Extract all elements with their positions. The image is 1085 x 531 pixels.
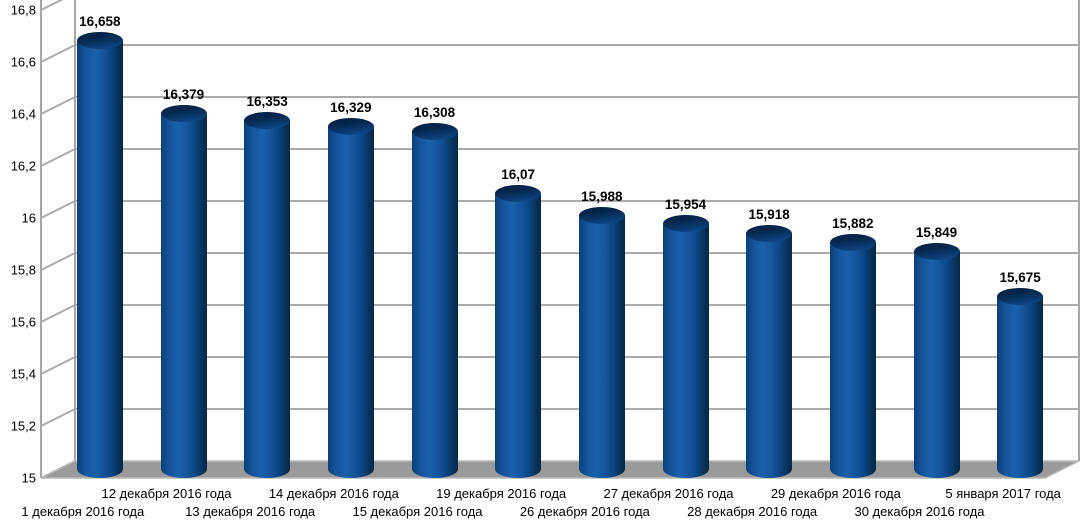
wall-gridline-y <box>40 304 76 323</box>
bar-cylinder-top <box>662 215 709 233</box>
bar-cylinder <box>746 233 793 478</box>
wall-gridline-y <box>40 0 64 11</box>
y-axis-tick-label: 15,8 <box>10 262 36 278</box>
bar-cylinder <box>913 251 960 478</box>
y-axis-tick-label: 15,4 <box>10 366 36 382</box>
bar-cylinder <box>244 120 291 478</box>
bar-value-label: 16,353 <box>246 93 288 109</box>
bar-value-label: 15,675 <box>999 270 1041 285</box>
wall-gridline-y <box>40 200 76 219</box>
bar-cylinder-top <box>495 185 542 203</box>
bar-cylinder <box>411 131 458 478</box>
wall-gridline-y <box>40 148 76 167</box>
y-axis-tick-label: 15,2 <box>10 418 36 434</box>
bar-cylinder-top <box>997 288 1044 305</box>
bar-cylinder-top <box>76 32 123 50</box>
x-axis-category-label: 12 декабря 2016 года <box>101 486 232 501</box>
bar-cylinder-top <box>829 234 876 252</box>
bar-cylinder-top <box>746 224 793 242</box>
y-axis-tick-label: 16,8 <box>10 2 36 18</box>
bar-cylinder-top <box>160 104 207 122</box>
bar-cylinder <box>829 242 876 478</box>
bar-cylinder <box>495 193 542 478</box>
x-axis-category-label: 27 декабря 2016 года <box>603 486 734 501</box>
x-axis-category-label: 30 декабря 2016 года <box>854 504 985 519</box>
wall-gridline-y <box>40 96 76 115</box>
wall-gridline-y <box>40 252 76 271</box>
bar-value-label: 15,954 <box>664 197 707 213</box>
y-axis-tick-label: 16,2 <box>10 158 36 174</box>
x-axis-category-label: 26 декабря 2016 года <box>519 504 650 519</box>
bar-cylinder-top <box>913 242 960 260</box>
bar-cylinder <box>327 126 374 478</box>
wall-gridline-y <box>40 44 76 63</box>
bar-cylinder <box>76 40 123 478</box>
bar-cylinder <box>997 296 1044 478</box>
x-axis-category-label: 13 декабря 2016 года <box>185 504 316 519</box>
bar-value-label: 15,918 <box>748 206 790 222</box>
x-axis-category-label: 19 декабря 2016 года <box>436 486 567 501</box>
y-axis-tick-label: 15 <box>21 470 36 486</box>
chart-floor <box>40 460 1080 479</box>
x-axis-category-label: 28 декабря 2016 года <box>687 504 818 519</box>
y-axis-tick-label: 16,6 <box>10 54 36 70</box>
bar-cylinder-top <box>244 111 291 129</box>
bar-value-label: 16,07 <box>501 167 536 183</box>
x-axis-category-label: 14 декабря 2016 года <box>268 486 399 501</box>
x-axis-category-label: 5 января 2017 года <box>945 486 1061 501</box>
bar-value-label: 15,849 <box>915 224 958 240</box>
y-axis-tick-label: 16 <box>21 210 36 226</box>
x-axis-category-label: 15 декабря 2016 года <box>352 504 483 519</box>
y-axis-tick-label: 16,4 <box>10 106 36 122</box>
bar-cylinder <box>578 215 625 478</box>
bar-cylinder-top <box>578 206 625 224</box>
x-axis-category-label: 29 декабря 2016 года <box>770 486 901 501</box>
wall-gridline-y <box>40 408 76 427</box>
bar-cylinder-top <box>327 117 374 135</box>
y-axis-tick-label: 15,6 <box>10 314 36 330</box>
x-axis-category-label: 1 декабря 2016 года <box>21 504 145 519</box>
bar-value-label: 16,658 <box>79 14 121 30</box>
bar-value-label: 15,882 <box>832 216 874 232</box>
bar-cylinder <box>160 113 207 478</box>
bar-value-label: 16,379 <box>162 86 205 102</box>
bar-value-label: 16,329 <box>330 99 372 115</box>
bar-value-label: 15,988 <box>581 188 623 204</box>
bar-cylinder-top <box>411 123 458 141</box>
bar-cylinder <box>662 223 709 478</box>
wall-gridline-y <box>40 356 76 375</box>
bar-value-label: 16,308 <box>413 105 456 121</box>
